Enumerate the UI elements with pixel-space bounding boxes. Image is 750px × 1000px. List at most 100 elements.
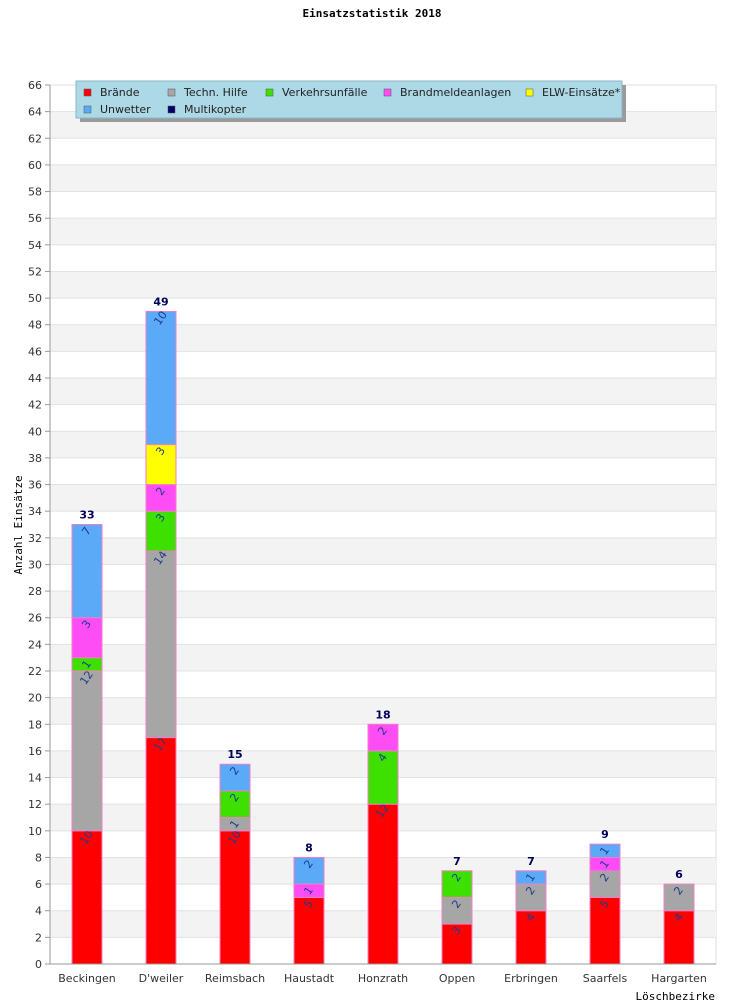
- y-tick-label: 26: [28, 612, 42, 625]
- legend-box: [75, 80, 623, 119]
- legend-swatch: [167, 105, 176, 114]
- bar-segment: [367, 723, 399, 752]
- x-tick-label: Oppen: [439, 972, 475, 985]
- legend-label: Multikopter: [184, 103, 247, 116]
- y-tick-label: 0: [35, 958, 42, 971]
- y-tick-label: 54: [28, 239, 42, 252]
- bar-segment: [515, 883, 547, 912]
- y-tick-label: 48: [28, 319, 42, 332]
- y-tick-label: 4: [35, 905, 42, 918]
- y-tick-label: 46: [28, 345, 42, 358]
- bar-segment: [515, 870, 547, 885]
- bar-segment: [293, 896, 325, 965]
- y-tick-label: 16: [28, 745, 42, 758]
- y-tick-label: 40: [28, 425, 42, 438]
- y-tick-label: 20: [28, 692, 42, 705]
- bar-segment: [219, 790, 251, 819]
- bar-segment: [367, 803, 399, 965]
- legend-swatch: [83, 88, 92, 97]
- grid-band: [50, 271, 716, 299]
- total-label: 6: [675, 868, 683, 881]
- bar-segment: [663, 883, 695, 912]
- x-tick-label: Erbringen: [504, 972, 558, 985]
- y-tick-label: 66: [28, 79, 42, 92]
- x-tick-label: Hargarten: [651, 972, 707, 985]
- y-tick-label: 42: [28, 399, 42, 412]
- y-tick-label: 52: [28, 265, 42, 278]
- bar-segment: [441, 870, 473, 898]
- x-axis-label: Löschbezirke: [636, 990, 715, 1000]
- legend-swatch: [83, 105, 92, 114]
- y-tick-label: 64: [28, 106, 42, 119]
- y-tick-label: 30: [28, 558, 42, 571]
- legend-swatch: [383, 88, 392, 97]
- bar-segment: [589, 870, 621, 898]
- y-tick-label: 56: [28, 212, 42, 225]
- x-tick-label: Haustadt: [284, 972, 335, 985]
- total-label: 33: [79, 509, 94, 522]
- legend-label: Brände: [100, 86, 140, 99]
- bars: 1012137331714323104910122155128124218322…: [71, 295, 695, 965]
- y-tick-label: 6: [35, 878, 42, 891]
- y-tick-label: 36: [28, 479, 42, 492]
- total-label: 49: [153, 295, 168, 308]
- chart-title: Einsatzstatistik 2018: [302, 7, 441, 20]
- legend-swatch: [265, 88, 274, 97]
- bar-segment: [145, 550, 177, 739]
- bar-segment: [219, 830, 251, 965]
- total-label: 8: [305, 841, 313, 854]
- y-tick-label: 12: [28, 798, 42, 811]
- x-tick-label: D'weiler: [139, 972, 184, 985]
- y-tick-label: 28: [28, 585, 42, 598]
- y-tick-label: 10: [28, 825, 42, 838]
- bar-segment: [441, 923, 473, 965]
- x-tick-label: Honzrath: [358, 972, 408, 985]
- y-axis-label: Anzahl Einsätze: [12, 475, 25, 574]
- grid-band: [50, 164, 716, 192]
- bar-segment: [145, 310, 177, 446]
- y-tick-label: 60: [28, 159, 42, 172]
- legend-swatch: [525, 88, 534, 97]
- bar-segment: [441, 896, 473, 925]
- bar-segment: [71, 524, 103, 619]
- legend-label: Verkehrsunfälle: [282, 86, 368, 99]
- bar-segment: [145, 510, 177, 552]
- x-tick-label: Beckingen: [58, 972, 116, 985]
- bar-segment: [367, 750, 399, 805]
- y-tick-label: 44: [28, 372, 42, 385]
- legend-label: Techn. Hilfe: [183, 86, 248, 99]
- bar-segment: [219, 763, 251, 792]
- y-axis: 0246810121416182022242628303234363840424…: [28, 79, 51, 971]
- y-tick-label: 50: [28, 292, 42, 305]
- y-tick-label: 18: [28, 718, 42, 731]
- bar-segment: [145, 737, 177, 965]
- bar-segment: [589, 843, 621, 858]
- y-tick-label: 34: [28, 505, 42, 518]
- y-tick-label: 14: [28, 772, 42, 785]
- x-tick-label: Saarfels: [583, 972, 628, 985]
- total-label: 7: [453, 855, 461, 868]
- x-axis: Beckingen D'weiler Reimsbach Haustadt Honzra…: [50, 963, 716, 985]
- legend-label: Unwetter: [100, 103, 151, 116]
- bar-segment: [145, 444, 177, 486]
- y-tick-label: 8: [35, 851, 42, 864]
- y-tick-label: 2: [35, 931, 42, 944]
- total-label: 9: [601, 828, 609, 841]
- bar-segment: [145, 484, 177, 512]
- legend-label: Brandmeldeanlagen: [400, 86, 511, 99]
- y-tick-label: 32: [28, 532, 42, 545]
- grid-band: [50, 218, 716, 245]
- bar-segment: [71, 830, 103, 965]
- bar-segment: [71, 670, 103, 832]
- y-tick-label: 38: [28, 452, 42, 465]
- legend-swatch: [167, 88, 176, 97]
- y-tick-label: 58: [28, 186, 42, 199]
- legend-label: ELW-Einsätze*: [542, 86, 621, 99]
- total-label: 7: [527, 855, 535, 868]
- y-tick-label: 24: [28, 638, 42, 651]
- x-tick-label: Reimsbach: [205, 972, 265, 985]
- y-tick-label: 62: [28, 132, 42, 145]
- total-label: 18: [375, 708, 390, 721]
- y-tick-label: 22: [28, 665, 42, 678]
